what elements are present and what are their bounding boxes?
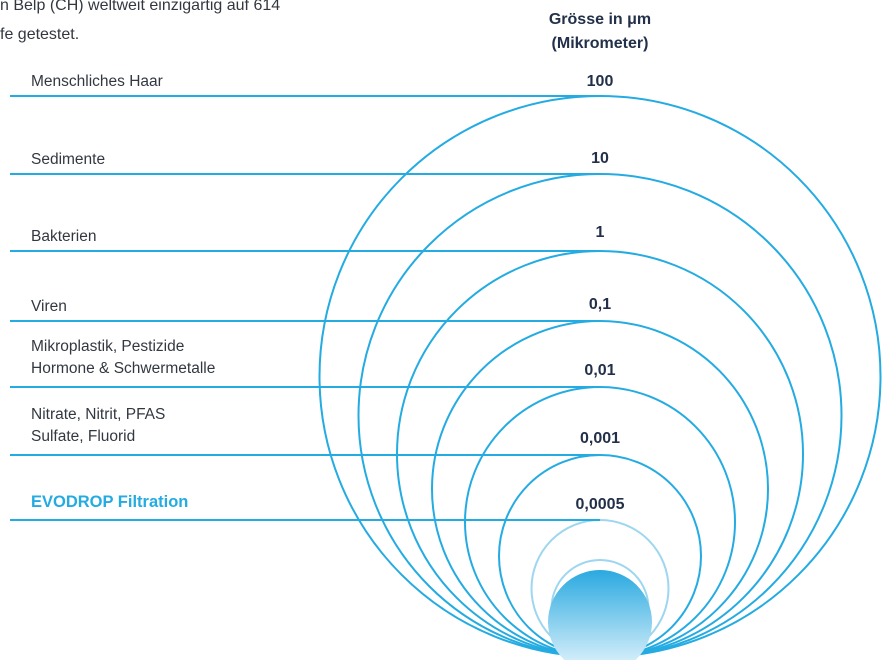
- row-label-line: Menschliches Haar: [31, 73, 163, 90]
- row-label-line: Sulfate, Fluorid: [31, 428, 136, 445]
- row-label-line: Viren: [31, 298, 67, 315]
- row-label-line: EVODROP Filtration: [31, 493, 189, 511]
- intro-line-1: n Belp (CH) weltweit einzigartig auf 614: [0, 0, 281, 14]
- row-label-line: Hormone & Schwermetalle: [31, 360, 216, 377]
- intro-line-2: fe getestet.: [0, 26, 80, 43]
- row-size-value: 0,001: [579, 430, 621, 447]
- row-size-value: 100: [586, 73, 614, 90]
- water-drop-icon: [548, 570, 652, 660]
- intro-text: n Belp (CH) weltweit einzigartig auf 614…: [0, 0, 280, 49]
- row-label: Sedimente: [31, 149, 105, 171]
- row-label: EVODROP Filtration: [31, 491, 188, 513]
- row-size-value: 1: [595, 224, 605, 241]
- row-label: Bakterien: [31, 226, 96, 248]
- row-size-value: 0,0005: [575, 496, 625, 513]
- row-label-line: Nitrate, Nitrit, PFAS: [31, 406, 166, 423]
- row-label-line: Mikroplastik, Pestizide: [31, 338, 185, 355]
- row-label: Menschliches Haar: [31, 71, 163, 93]
- size-header-line-1: Grösse in μm: [548, 11, 652, 28]
- row-label-line: Sedimente: [31, 151, 106, 168]
- size-header-line-2: (Mikrometer): [551, 35, 649, 52]
- row-size-value: 10: [591, 150, 609, 167]
- row-label: Mikroplastik, Pestizide Hormone & Schwerm…: [31, 336, 215, 380]
- row-label-line: Bakterien: [31, 228, 97, 245]
- row-label: Nitrate, Nitrit, PFAS Sulfate, Fluorid: [31, 404, 165, 448]
- row-label: Viren: [31, 296, 67, 318]
- row-size-value: 0,1: [588, 296, 612, 313]
- size-column-header: Grösse in μm (Mikrometer): [527, 8, 673, 56]
- row-size-value: 0,01: [584, 362, 616, 379]
